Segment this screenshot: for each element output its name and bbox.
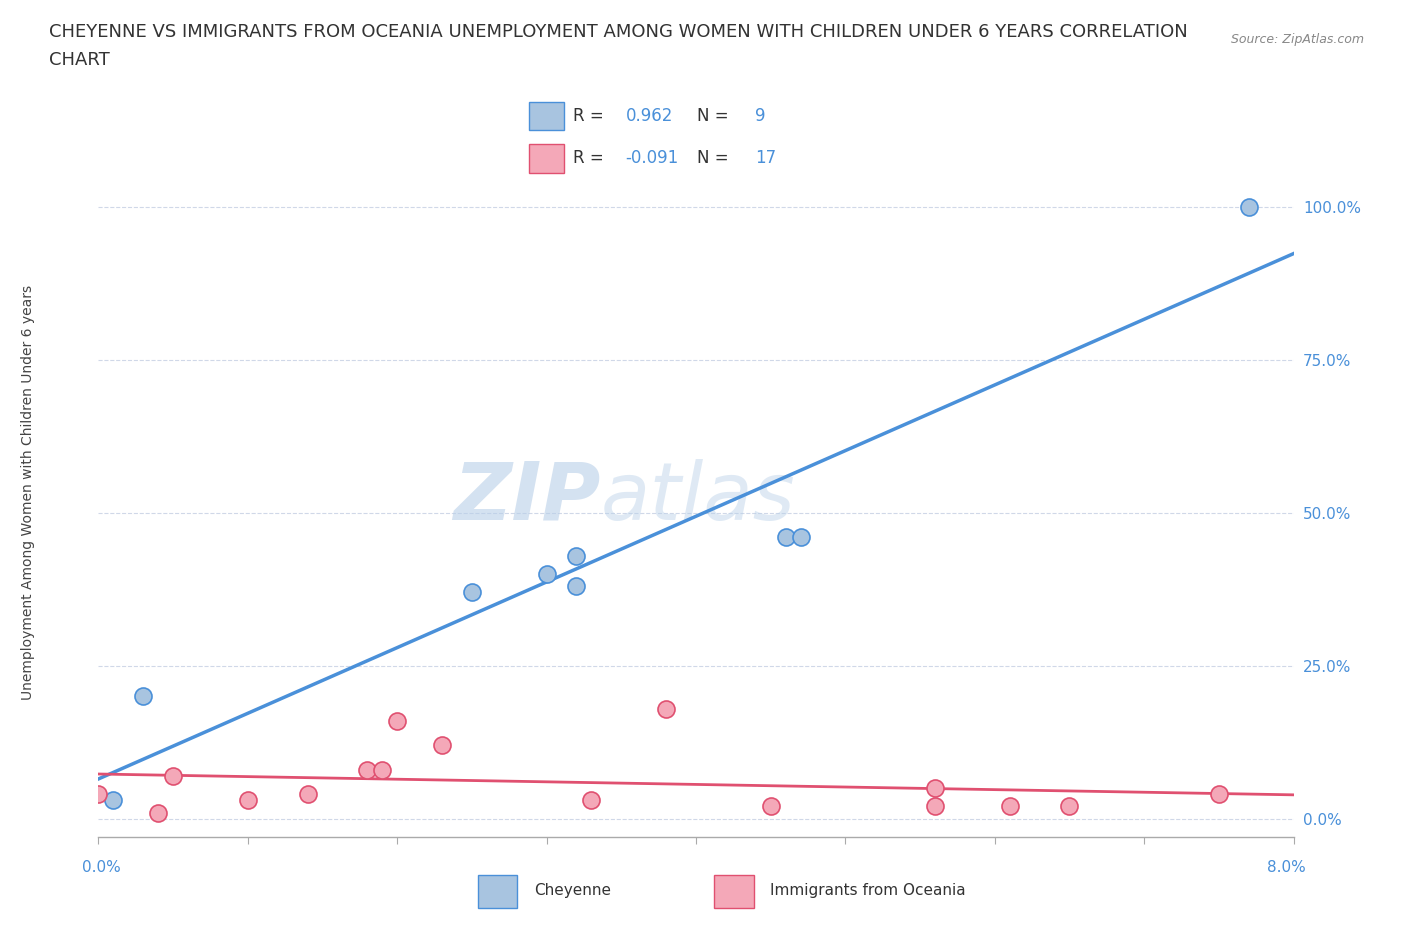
Point xyxy=(162,768,184,783)
Point xyxy=(103,793,125,808)
Point xyxy=(924,780,946,795)
Bar xyxy=(714,875,754,909)
Point xyxy=(655,701,678,716)
Text: R =: R = xyxy=(572,107,609,125)
Text: CHART: CHART xyxy=(49,51,110,69)
Point xyxy=(430,737,453,752)
Text: -0.091: -0.091 xyxy=(626,150,679,167)
Text: N =: N = xyxy=(696,107,734,125)
Point xyxy=(1208,787,1230,802)
Point xyxy=(236,793,259,808)
Point xyxy=(371,763,394,777)
Point xyxy=(385,713,409,728)
Text: N =: N = xyxy=(696,150,734,167)
Point xyxy=(148,805,170,820)
Point xyxy=(1237,200,1260,215)
Bar xyxy=(530,144,564,173)
Point xyxy=(565,548,588,563)
Point xyxy=(461,585,484,600)
Point xyxy=(789,530,811,545)
Bar xyxy=(530,101,564,130)
Text: 0.962: 0.962 xyxy=(626,107,672,125)
Text: 0.0%: 0.0% xyxy=(82,860,121,875)
Text: 9: 9 xyxy=(755,107,766,125)
Point xyxy=(536,566,558,581)
Text: ZIP: ZIP xyxy=(453,458,600,537)
Point xyxy=(924,799,946,814)
Text: 17: 17 xyxy=(755,150,776,167)
Text: Cheyenne: Cheyenne xyxy=(534,883,612,898)
Point xyxy=(759,799,782,814)
Text: CHEYENNE VS IMMIGRANTS FROM OCEANIA UNEMPLOYMENT AMONG WOMEN WITH CHILDREN UNDER: CHEYENNE VS IMMIGRANTS FROM OCEANIA UNEM… xyxy=(49,23,1188,41)
Point xyxy=(132,689,155,704)
Point xyxy=(581,793,603,808)
Text: Unemployment Among Women with Children Under 6 years: Unemployment Among Women with Children U… xyxy=(21,286,35,700)
Bar xyxy=(478,875,517,909)
Point xyxy=(998,799,1021,814)
Point xyxy=(565,578,588,593)
Text: Immigrants from Oceania: Immigrants from Oceania xyxy=(770,883,966,898)
Point xyxy=(87,787,110,802)
Point xyxy=(775,530,797,545)
Point xyxy=(297,787,319,802)
Text: Source: ZipAtlas.com: Source: ZipAtlas.com xyxy=(1230,33,1364,46)
Text: 8.0%: 8.0% xyxy=(1267,860,1306,875)
Point xyxy=(356,763,378,777)
Text: atlas: atlas xyxy=(600,458,796,537)
Text: R =: R = xyxy=(572,150,609,167)
Point xyxy=(1059,799,1081,814)
